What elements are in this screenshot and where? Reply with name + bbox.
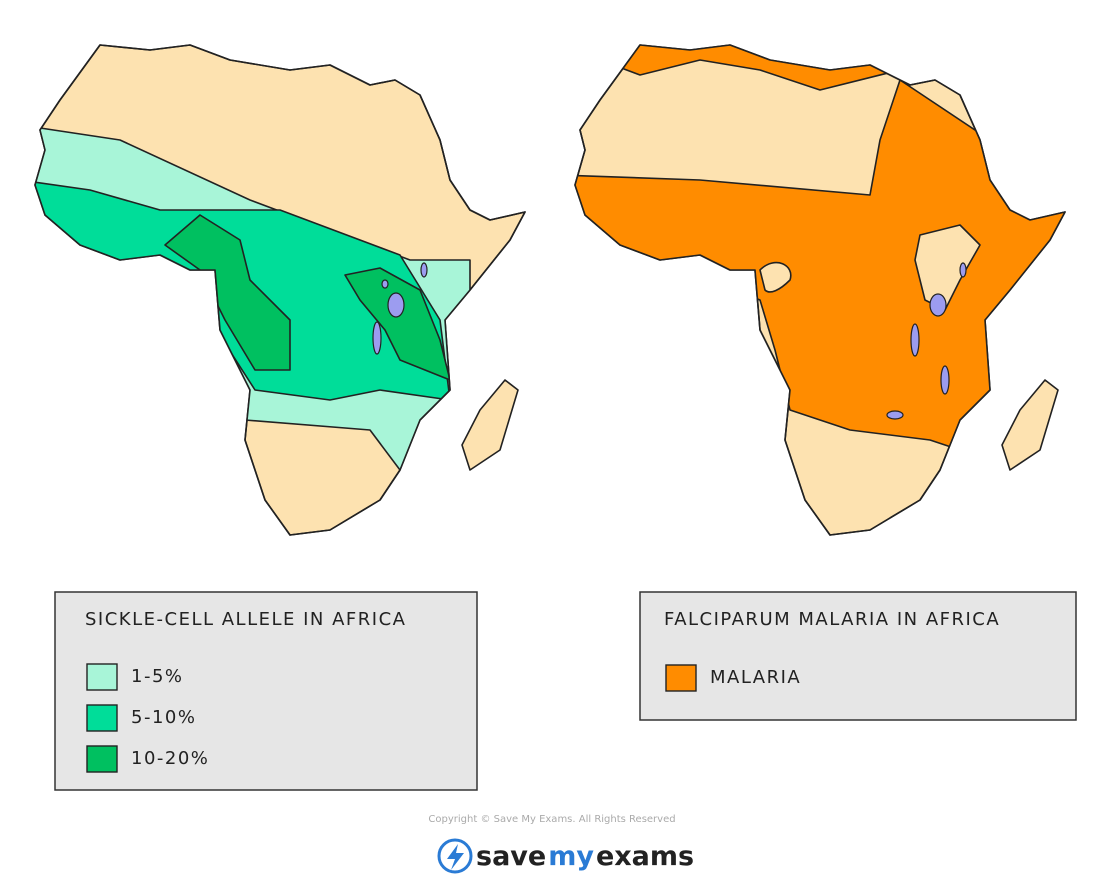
legend-label: MALARIA [710, 667, 801, 688]
legend-swatch [665, 664, 697, 692]
madagascar [461, 379, 519, 471]
legend-box [639, 591, 1077, 721]
lake [929, 293, 947, 317]
legend-items: 1-5% 5-10% 10-20% [86, 663, 209, 773]
legend-title: FALCIPARUM MALARIA IN AFRICA [664, 609, 1000, 630]
logo-part: exams [596, 841, 694, 872]
logo-icon [437, 838, 473, 874]
legend-label: 5-10% [131, 707, 196, 728]
lake [910, 323, 920, 357]
legend-box [54, 591, 478, 791]
legend-items: MALARIA [665, 664, 801, 692]
logo-part: save [476, 841, 546, 872]
highland [759, 261, 792, 293]
logo: savemyexams [437, 838, 694, 874]
legend-label: 10-20% [131, 748, 209, 769]
lake [959, 262, 967, 278]
malaria-map [574, 44, 1066, 536]
logo-part: my [548, 841, 594, 872]
sickle-cell-map [34, 44, 526, 536]
logo-bolt [447, 844, 464, 870]
lake [381, 279, 389, 289]
lake [886, 410, 904, 420]
lakes [886, 262, 967, 420]
lake [387, 292, 405, 318]
lakes [372, 262, 428, 355]
highland [914, 224, 981, 311]
legend-swatch [86, 745, 118, 773]
copyright: Copyright © Save My Exams. All Rights Re… [428, 814, 675, 825]
legend-swatch [86, 663, 118, 691]
lake [940, 365, 950, 395]
madagascar [1001, 379, 1059, 471]
legend-title: SICKLE-CELL ALLELE IN AFRICA [85, 609, 406, 630]
legend-label: 1-5% [131, 666, 184, 687]
legend-swatch [86, 704, 118, 732]
lake [372, 321, 382, 355]
lake [420, 262, 428, 278]
logo-text: savemyexams [476, 841, 694, 872]
